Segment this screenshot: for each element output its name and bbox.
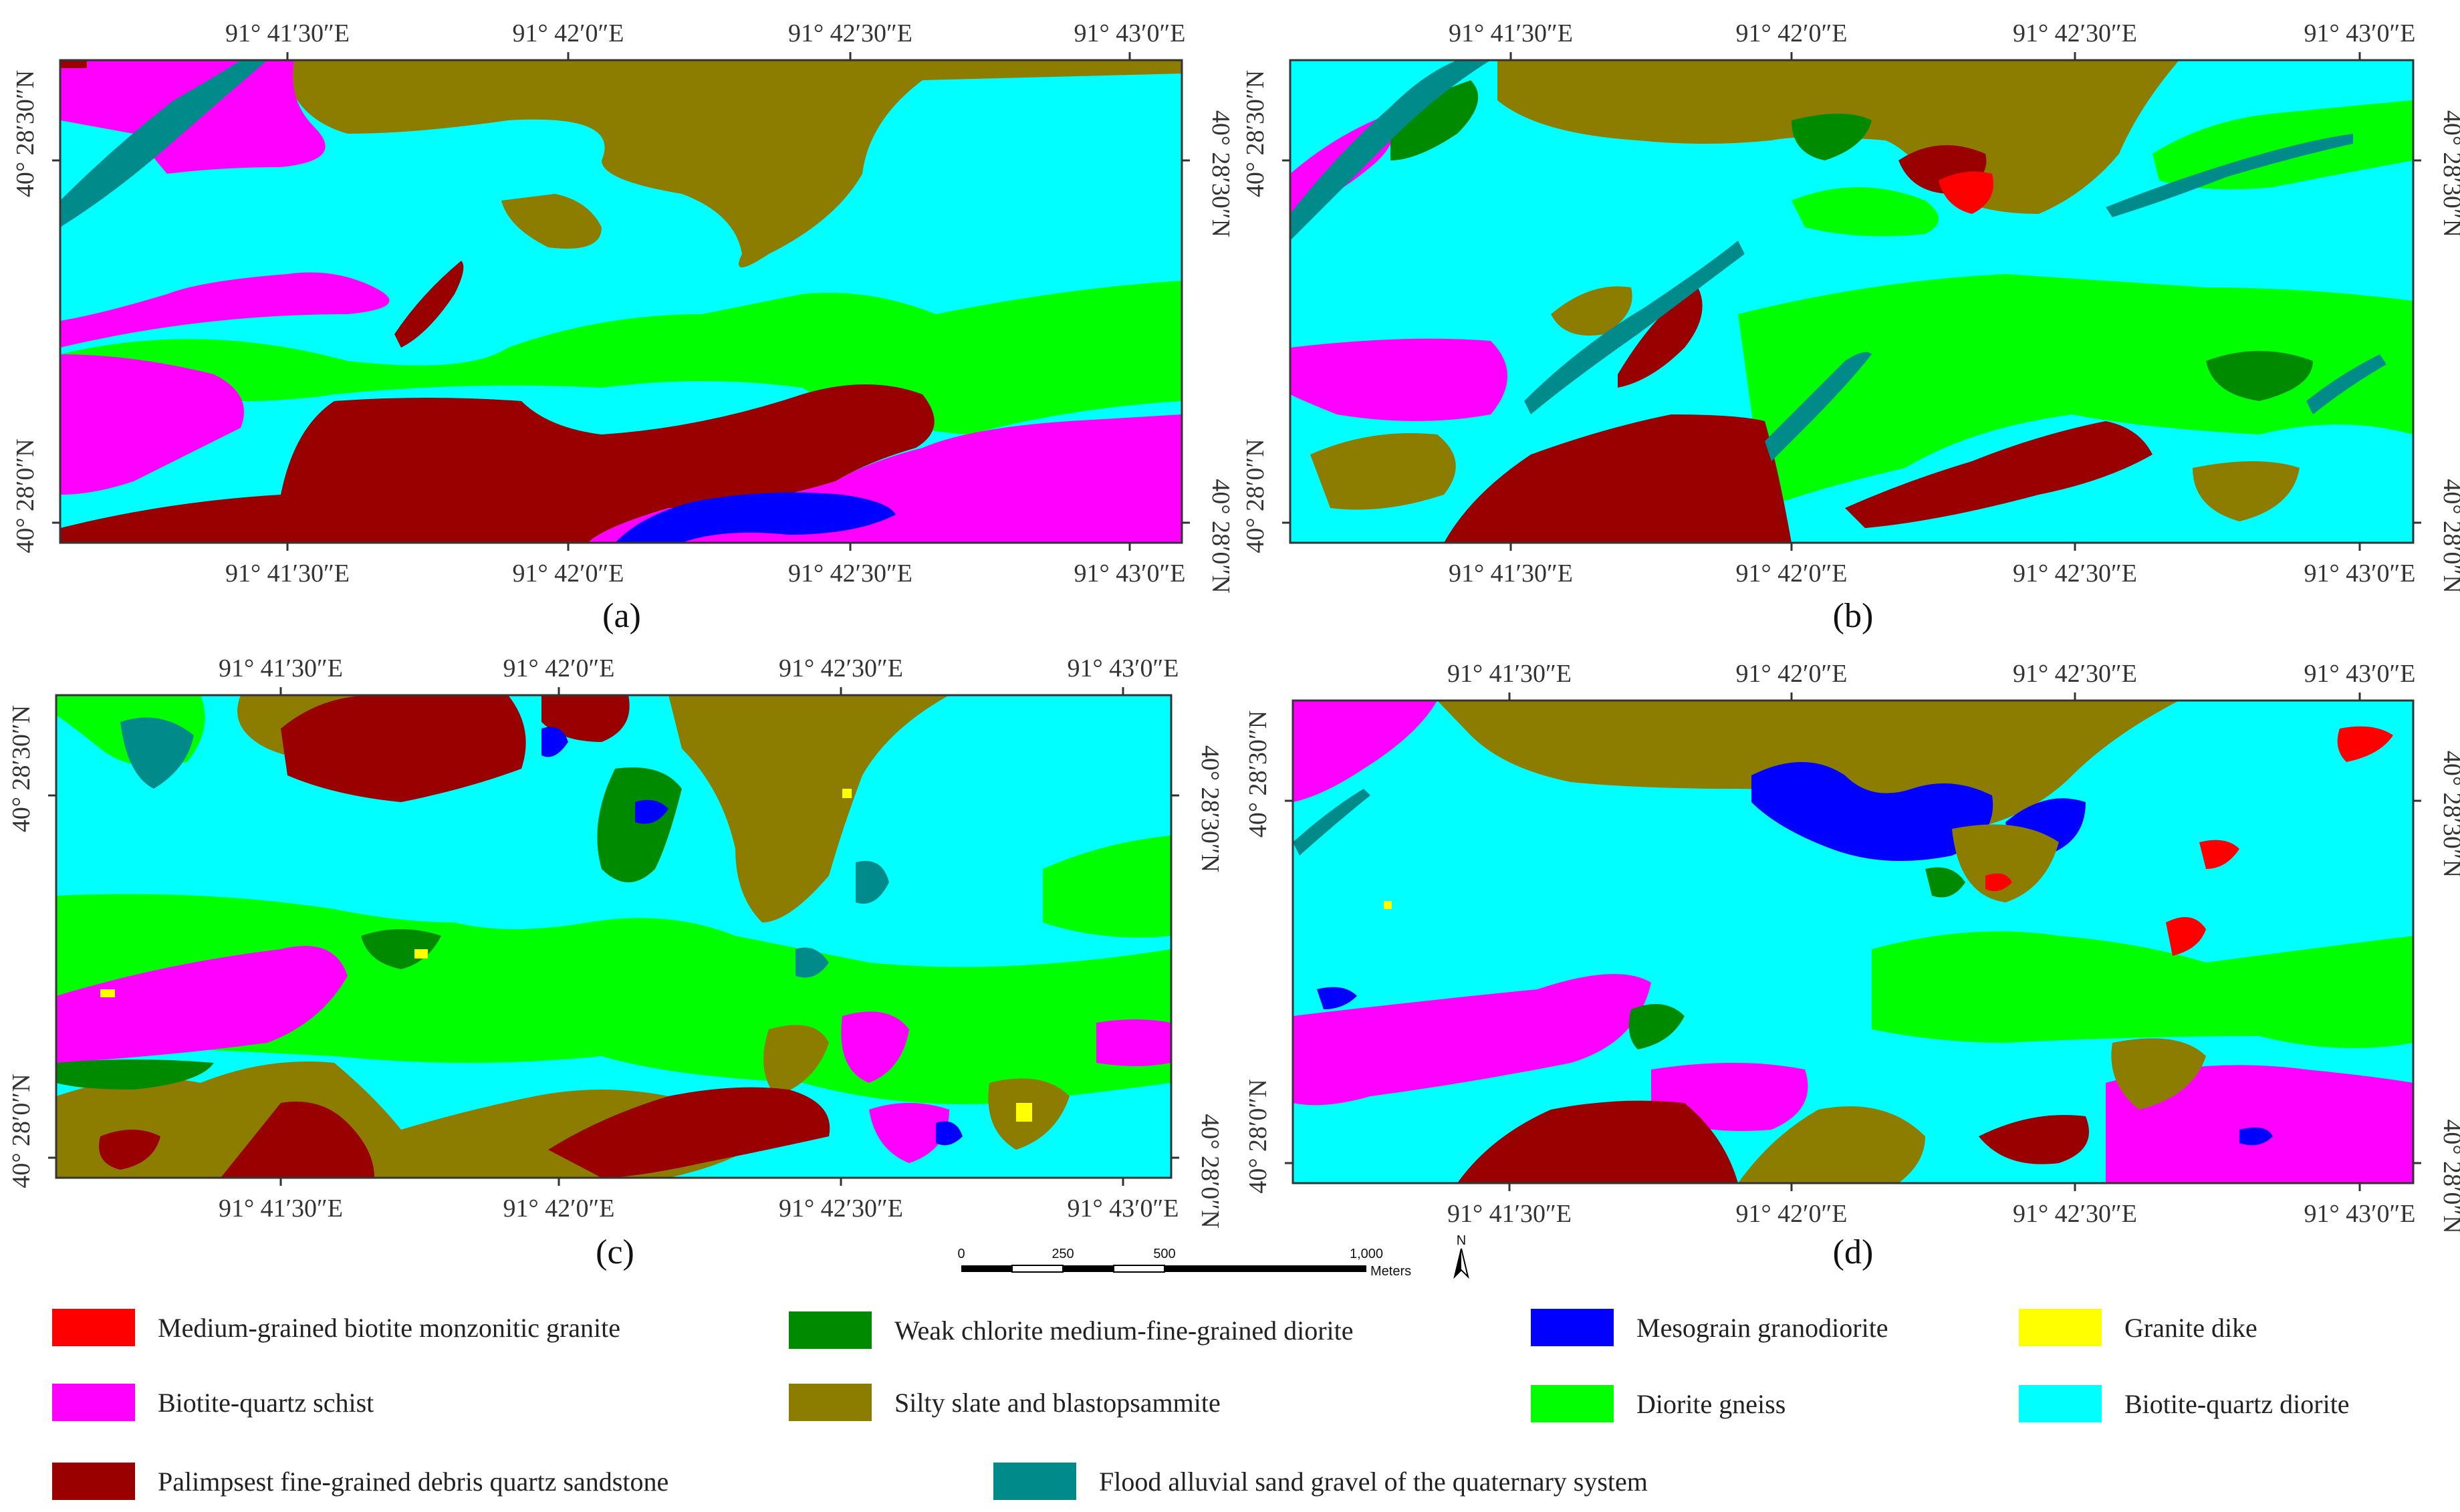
lat-label-right-c: 40° 28′0″N [1196,1114,1224,1228]
lat-label-right-a: 40° 28′0″N [1207,479,1235,593]
lon-label-bottom-a: 91° 42′0″E [512,559,624,588]
lon-label-top-b: 91° 41′30″E [1449,19,1573,47]
scale-segment-4 [1113,1265,1165,1273]
lon-label-top-d: 91° 41′30″E [1447,660,1572,688]
map-panel-b [1289,59,2415,544]
scale-segment-2 [1011,1265,1064,1273]
lon-label-bottom-c: 91° 42′30″E [779,1194,903,1223]
scale-bar: 0 250 500 1,000 Meters [957,1247,1411,1279]
map-panel-d [1292,699,2415,1184]
lat-label-left-b: 40° 28′0″N [1241,438,1269,553]
lat-label-right-d: 40° 28′0″N [2438,1119,2460,1233]
lon-label-bottom-b: 91° 41′30″E [1449,559,1573,588]
scale-tick-500: 500 [1153,1247,1175,1261]
panel-label-b: (b) [1833,597,1874,635]
lon-label-top-b: 91° 42′30″E [2013,19,2137,47]
lon-label-bottom-a: 91° 41′30″E [225,559,350,588]
lon-label-bottom-d: 91° 43′0″E [2304,1200,2415,1228]
lat-label-right-d: 40° 28′30″N [2438,751,2460,878]
lon-label-top-d: 91° 42′0″E [1735,660,1847,688]
panel-label-c: (c) [596,1233,634,1271]
lon-label-bottom-b: 91° 42′30″E [2013,559,2137,588]
lon-label-bottom-d: 91° 42′0″E [1735,1200,1847,1228]
lat-label-right-b: 40° 28′0″N [2438,479,2460,593]
lat-label-right-b: 40° 28′30″N [2438,110,2460,237]
lon-label-top-c: 91° 42′30″E [779,654,903,682]
lon-label-top-d: 91° 43′0″E [2304,660,2415,688]
lat-label-left-d: 40° 28′30″N [1244,711,1272,838]
north-arrow-icon: N [1453,1233,1469,1279]
lon-label-bottom-d: 91° 41′30″E [1447,1200,1572,1228]
lon-label-bottom-c: 91° 41′30″E [219,1194,343,1223]
lat-label-left-a: 40° 28′30″N [11,70,39,197]
lat-label-left-c: 40° 28′30″N [7,705,35,832]
north-label: N [1457,1233,1466,1248]
map-panel-a [59,59,1183,544]
lon-label-bottom-d: 91° 42′30″E [2013,1200,2137,1228]
lon-label-top-c: 91° 43′0″E [1067,654,1179,682]
lon-label-top-c: 91° 42′0″E [503,654,614,682]
coordinate-labels: 91° 41′30″E 91° 41′30″E 91° 42′0″E 91° 42′0… [7,19,2460,1234]
scale-segment-1 [961,1265,1012,1272]
lon-label-bottom-c: 91° 42′0″E [503,1194,614,1223]
lon-label-top-a: 91° 43′0″E [1074,19,1185,47]
lat-label-right-a: 40° 28′30″N [1207,110,1235,237]
lon-label-top-d: 91° 42′30″E [2013,660,2137,688]
scale-tick-0: 0 [957,1247,965,1261]
lon-label-top-b: 91° 43′0″E [2304,19,2415,47]
scale-segment-3 [1063,1265,1114,1272]
lat-label-left-d: 40° 28′0″N [1244,1079,1272,1193]
panel-label-a: (a) [602,597,641,635]
scale-unit: Meters [1370,1264,1411,1279]
lat-label-left-a: 40° 28′0″N [11,438,39,553]
lon-label-top-a: 91° 42′30″E [788,19,912,47]
scale-segment-5 [1164,1265,1366,1272]
lat-label-right-c: 40° 28′30″N [1196,745,1224,872]
scale-tick-250: 250 [1052,1247,1074,1261]
lat-label-left-c: 40° 28′0″N [7,1074,35,1188]
lon-label-bottom-a: 91° 42′30″E [788,559,912,588]
lat-label-left-b: 40° 28′30″N [1241,70,1269,197]
scale-tick-1000: 1,000 [1350,1247,1383,1261]
panel-label-d: (d) [1833,1233,1874,1271]
lon-label-top-c: 91° 41′30″E [219,654,343,682]
lon-label-top-a: 91° 41′30″E [225,19,350,47]
map-panel-c [55,694,1173,1179]
lon-label-bottom-c: 91° 43′0″E [1067,1194,1179,1223]
lon-label-bottom-a: 91° 43′0″E [1074,559,1185,588]
lon-label-top-a: 91° 42′0″E [512,19,624,47]
lon-label-bottom-b: 91° 42′0″E [1735,559,1847,588]
lon-label-top-b: 91° 42′0″E [1735,19,1847,47]
lon-label-bottom-b: 91° 43′0″E [2304,559,2415,588]
